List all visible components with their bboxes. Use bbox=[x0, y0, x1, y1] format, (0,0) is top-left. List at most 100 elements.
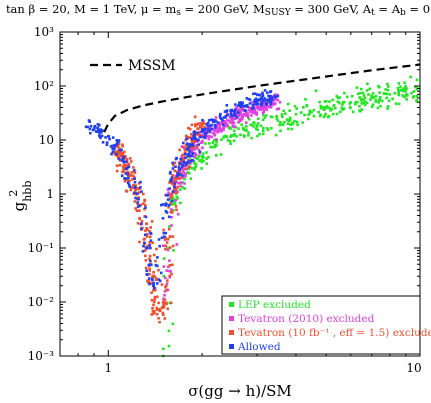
data-point bbox=[269, 100, 272, 103]
data-point bbox=[273, 94, 276, 98]
data-point bbox=[204, 142, 207, 145]
data-point bbox=[281, 115, 284, 119]
data-point bbox=[322, 107, 325, 111]
data-point bbox=[202, 120, 205, 123]
data-point bbox=[185, 148, 189, 151]
data-point bbox=[258, 98, 262, 102]
data-point bbox=[181, 174, 184, 177]
data-point bbox=[155, 308, 159, 311]
data-point bbox=[148, 244, 151, 247]
data-point bbox=[150, 220, 154, 223]
data-point bbox=[169, 178, 172, 182]
data-point bbox=[266, 127, 269, 130]
data-point bbox=[186, 163, 189, 166]
data-point bbox=[194, 163, 198, 166]
data-point bbox=[125, 189, 128, 193]
data-point bbox=[335, 94, 339, 98]
data-point bbox=[252, 106, 255, 110]
data-point bbox=[111, 136, 115, 139]
data-point bbox=[187, 167, 191, 171]
data-point bbox=[127, 183, 131, 186]
data-point bbox=[255, 111, 259, 114]
data-point bbox=[193, 148, 196, 151]
data-point bbox=[168, 181, 171, 184]
data-point bbox=[168, 259, 171, 262]
data-point bbox=[121, 165, 125, 169]
data-point bbox=[253, 108, 257, 112]
data-point bbox=[169, 270, 172, 273]
data-point bbox=[188, 145, 191, 148]
data-point bbox=[280, 113, 284, 116]
data-point bbox=[133, 186, 136, 189]
data-point bbox=[348, 102, 351, 105]
data-point bbox=[361, 91, 365, 95]
data-point bbox=[167, 215, 171, 219]
data-point bbox=[197, 143, 200, 146]
data-point bbox=[138, 204, 141, 208]
data-point bbox=[192, 137, 195, 140]
data-point bbox=[354, 102, 357, 106]
data-point bbox=[245, 97, 249, 100]
data-point bbox=[250, 114, 253, 117]
data-point bbox=[149, 239, 153, 242]
data-point bbox=[341, 108, 345, 111]
data-point bbox=[245, 128, 248, 132]
data-point bbox=[248, 106, 252, 109]
data-point bbox=[219, 127, 222, 131]
mssm-label: MSSM bbox=[128, 58, 176, 74]
data-point bbox=[213, 118, 216, 122]
data-point bbox=[121, 153, 125, 157]
data-point bbox=[257, 107, 260, 110]
data-point bbox=[204, 134, 207, 137]
data-point bbox=[96, 126, 99, 130]
data-point bbox=[196, 157, 199, 160]
data-point bbox=[266, 128, 270, 132]
data-point bbox=[138, 209, 141, 212]
data-point bbox=[137, 191, 141, 194]
data-point bbox=[164, 248, 167, 251]
data-point bbox=[115, 164, 119, 167]
data-point bbox=[145, 235, 149, 238]
data-point bbox=[274, 102, 277, 105]
data-point bbox=[168, 197, 172, 200]
data-point bbox=[186, 160, 190, 164]
data-point bbox=[181, 153, 184, 157]
data-point bbox=[188, 149, 192, 153]
data-point bbox=[211, 131, 215, 135]
data-point bbox=[163, 290, 167, 293]
data-point bbox=[133, 180, 137, 184]
data-point bbox=[113, 144, 117, 148]
data-point bbox=[175, 174, 179, 178]
data-point bbox=[360, 108, 364, 111]
data-point bbox=[177, 182, 180, 185]
data-point bbox=[358, 105, 361, 108]
data-point bbox=[202, 122, 206, 126]
data-point bbox=[144, 206, 147, 209]
data-point bbox=[379, 95, 382, 99]
data-point bbox=[144, 246, 148, 250]
data-point bbox=[175, 208, 178, 212]
data-point bbox=[126, 173, 129, 176]
data-point bbox=[144, 259, 148, 262]
data-point bbox=[194, 124, 197, 128]
data-point bbox=[136, 205, 140, 208]
legend-box bbox=[221, 295, 421, 355]
data-point bbox=[259, 124, 263, 128]
data-point bbox=[260, 101, 264, 105]
data-point bbox=[174, 157, 178, 161]
data-point bbox=[201, 118, 204, 122]
data-point bbox=[362, 98, 365, 101]
data-point bbox=[386, 88, 390, 92]
data-point bbox=[367, 93, 370, 96]
data-point bbox=[391, 97, 394, 101]
data-point bbox=[374, 100, 377, 103]
data-point bbox=[193, 161, 196, 165]
data-point bbox=[136, 222, 140, 225]
data-point bbox=[125, 158, 129, 161]
legend-label: Tevatron (10 fb⁻¹ , eff = 1.5) excluded bbox=[238, 327, 431, 339]
data-point bbox=[186, 144, 190, 148]
data-point bbox=[369, 98, 372, 101]
data-point bbox=[386, 85, 390, 88]
data-point bbox=[412, 95, 416, 98]
data-point bbox=[168, 172, 172, 175]
